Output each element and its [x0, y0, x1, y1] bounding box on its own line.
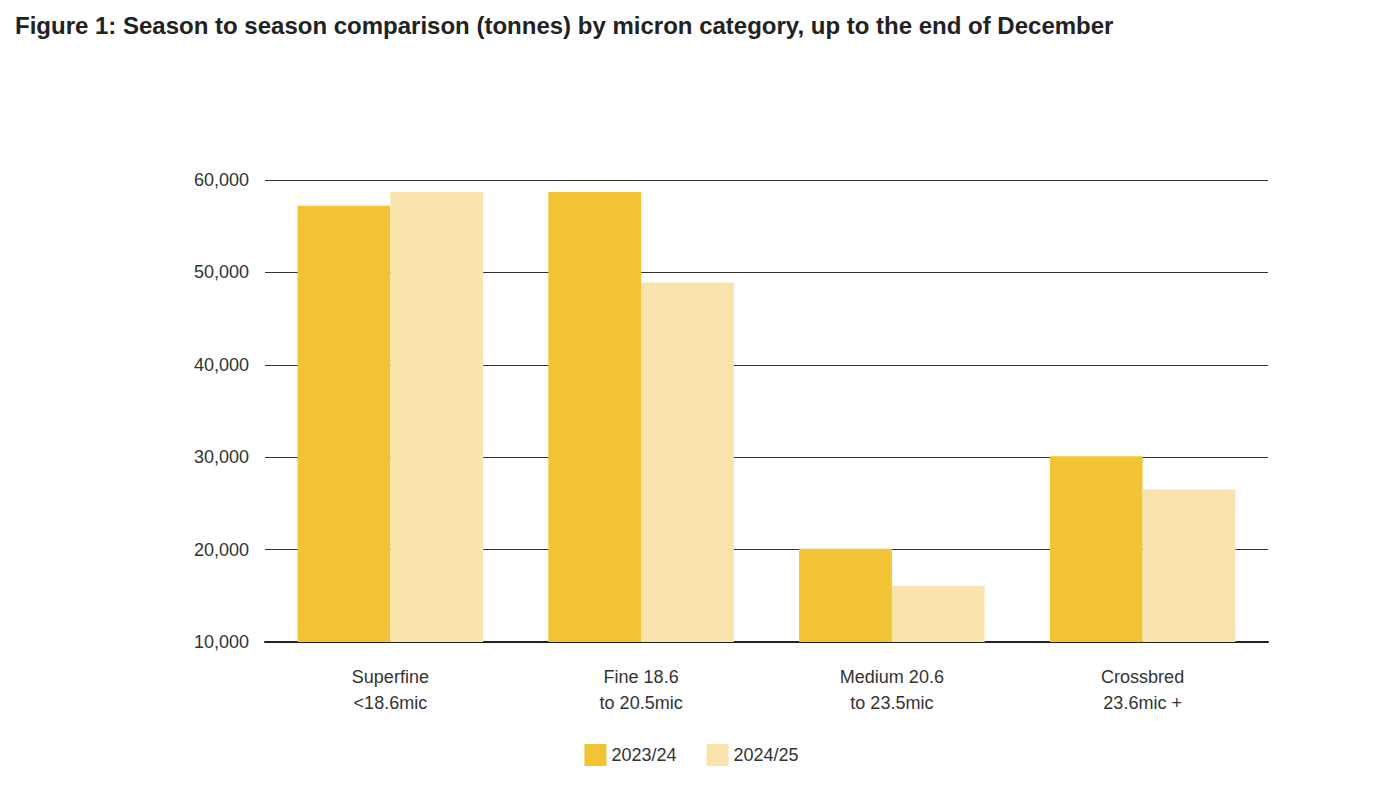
svg-text:10,000: 10,000: [194, 632, 249, 652]
svg-text:20,000: 20,000: [194, 540, 249, 560]
svg-text:40,000: 40,000: [194, 355, 249, 375]
svg-text:to 20.5mic: to 20.5mic: [600, 693, 683, 713]
svg-text:60,000: 60,000: [194, 170, 249, 190]
svg-text:to 23.5mic: to 23.5mic: [850, 693, 933, 713]
svg-text:2023/24: 2023/24: [611, 745, 676, 765]
svg-text:2024/25: 2024/25: [734, 745, 799, 765]
svg-text:30,000: 30,000: [194, 447, 249, 467]
svg-text:Crossbred: Crossbred: [1101, 667, 1184, 687]
svg-text:50,000: 50,000: [194, 262, 249, 282]
svg-text:Medium 20.6: Medium 20.6: [840, 667, 944, 687]
svg-text:Superfine: Superfine: [352, 667, 429, 687]
svg-text:23.6mic +: 23.6mic +: [1103, 693, 1182, 713]
svg-text:<18.6mic: <18.6mic: [354, 693, 428, 713]
svg-text:Figure 1: Season to season com: Figure 1: Season to season comparison (t…: [15, 12, 1113, 39]
svg-text:Fine 18.6: Fine 18.6: [604, 667, 679, 687]
